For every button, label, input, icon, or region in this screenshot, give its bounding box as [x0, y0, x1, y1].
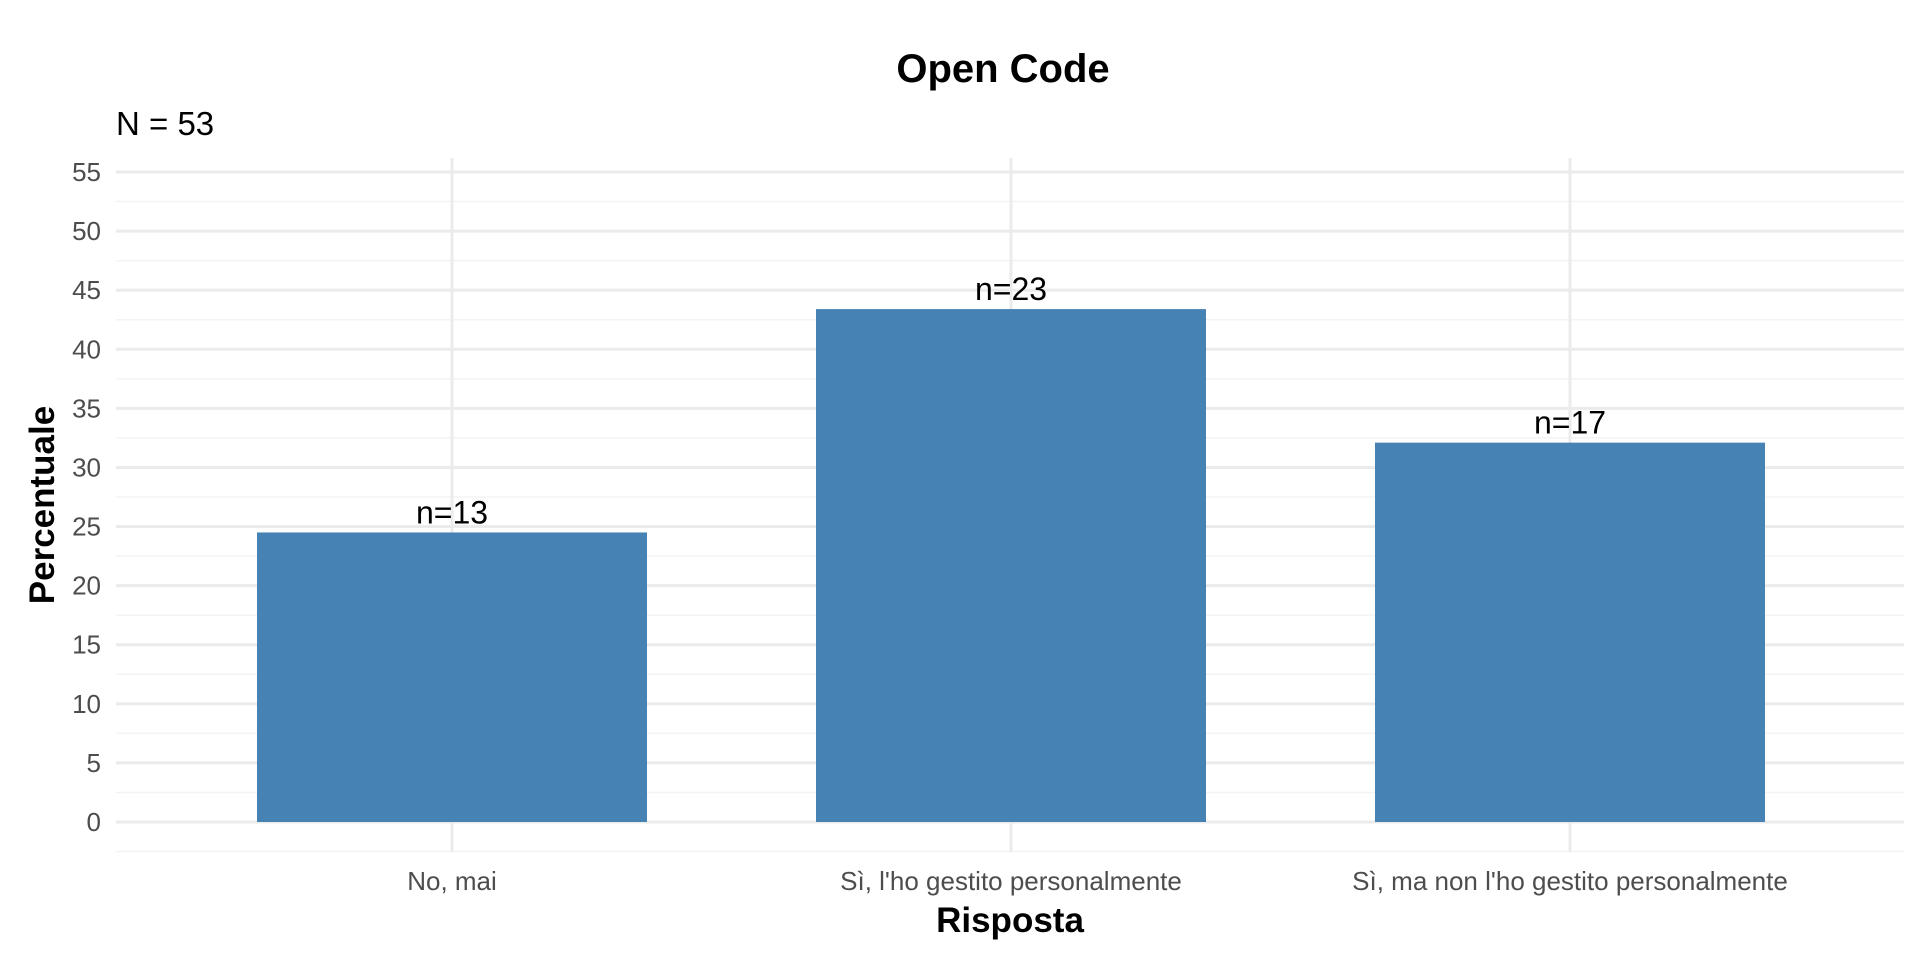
bars: [257, 309, 1765, 822]
x-tick-label: Sì, ma non l'ho gestito personalmente: [1352, 866, 1788, 896]
y-tick-label: 35: [72, 393, 101, 423]
y-tick-label: 5: [87, 748, 101, 778]
x-axis-title: Risposta: [936, 901, 1084, 940]
y-tick-label: 30: [72, 452, 101, 482]
chart-title: Open Code: [896, 47, 1109, 91]
chart-subtitle: N = 53: [116, 105, 214, 142]
bar-value-label: n=13: [416, 494, 488, 530]
y-tick-label: 15: [72, 630, 101, 660]
x-tick-label: No, mai: [407, 866, 497, 896]
y-tick-label: 55: [72, 157, 101, 187]
y-tick-label: 40: [72, 334, 101, 364]
y-tick-label: 10: [72, 689, 101, 719]
y-tick-label: 25: [72, 512, 101, 542]
y-tick-label: 0: [87, 807, 101, 837]
bar-labels: n=13 n=23 n=17: [416, 271, 1606, 530]
y-tick-label: 20: [72, 571, 101, 601]
y-axis-title: Percentuale: [23, 406, 62, 604]
bar: [1375, 442, 1765, 822]
y-axis-ticks: 0 5 10 15 20 25 30 35 40 45 50 55: [72, 157, 101, 837]
x-axis-ticks: No, mai Sì, l'ho gestito personalmente Sì,…: [407, 866, 1788, 896]
x-tick-label: Sì, l'ho gestito personalmente: [840, 866, 1182, 896]
bar-value-label: n=17: [1534, 405, 1606, 441]
y-tick-label: 50: [72, 216, 101, 246]
y-tick-label: 45: [72, 275, 101, 305]
bar: [816, 309, 1206, 822]
bar: [257, 532, 647, 822]
bar-value-label: n=23: [975, 271, 1047, 307]
